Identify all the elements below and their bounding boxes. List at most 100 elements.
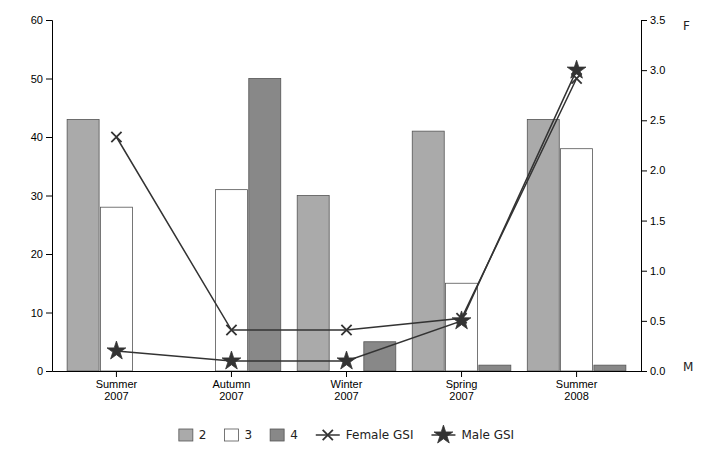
legend-swatch (224, 429, 238, 441)
chart-container: 0 10 20 30 40 50 60 0.0 0.5 1.0 1.5 2.0 2.5 3.0 3.5 Sum… (0, 0, 713, 453)
x-tick-label-line: Spring (446, 378, 478, 390)
y-tick-mark (46, 313, 52, 314)
marker (111, 132, 121, 142)
y2-tick: 2.5 (641, 114, 665, 126)
y2-axis: 0.0 0.5 1.0 1.5 2.0 2.5 3.0 3.5 (641, 14, 665, 377)
legend-item: 4 (270, 428, 298, 442)
x-tick-mark (576, 371, 577, 377)
y2-tick-mark (641, 271, 647, 272)
legend-label: Male GSI (461, 428, 514, 442)
x-tick-mark (116, 371, 117, 377)
x-tick-label-line: 2007 (104, 390, 128, 402)
x-tick: Summer2007 (96, 371, 138, 402)
bar (100, 207, 132, 371)
x-tick-label: Winter2007 (331, 378, 363, 403)
y2-tick-mark (641, 170, 647, 171)
bar-series (249, 79, 626, 372)
legend-item: Female GSI (316, 428, 414, 442)
x-tick-label: Summer2007 (96, 378, 138, 403)
x-tick-label-line: 2008 (564, 390, 588, 402)
marker (222, 351, 241, 369)
marker (226, 325, 236, 335)
y-tick-label: 40 (31, 131, 43, 143)
y2-tick-mark (641, 221, 647, 222)
y2-tick-label: 2.5 (650, 114, 665, 126)
y2-tick-label: 1.0 (650, 265, 665, 277)
x-tick-label-line: 2007 (334, 390, 358, 402)
y2-tick: 1.0 (641, 265, 665, 277)
x-tick-label: Autumn2007 (213, 378, 251, 403)
bar (249, 79, 281, 372)
legend-item: 3 (224, 428, 252, 442)
y2-tick-label: 0.0 (650, 365, 665, 377)
bar (134, 371, 166, 372)
legend-marker (323, 430, 333, 440)
bar (297, 196, 329, 372)
y-tick: 40 (31, 131, 52, 143)
y-tick-mark (46, 20, 52, 21)
y2-tick-label: 0.5 (650, 315, 665, 327)
legend-swatch (270, 429, 284, 441)
x-tick: Summer2008 (556, 371, 598, 402)
x-tick-mark (346, 371, 347, 377)
y-tick: 20 (31, 248, 52, 260)
line-series (111, 73, 581, 335)
x-tick-label: Summer2008 (556, 378, 598, 403)
x-tick-label-line: Autumn (213, 378, 251, 390)
y-tick-mark (46, 79, 52, 80)
y2-tick-label: 3.0 (650, 64, 665, 76)
y-tick-label: 60 (31, 14, 43, 26)
line (116, 79, 576, 331)
y2-tick-mark (641, 321, 647, 322)
x-tick-label-line: Summer (96, 378, 138, 390)
plot-area: 0 10 20 30 40 50 60 0.0 0.5 1.0 1.5 2.0 2.5 3.0 3.5 Sum… (31, 14, 694, 402)
x-tick-mark (231, 371, 232, 377)
marker (107, 341, 126, 359)
y-tick-label: 50 (31, 73, 43, 85)
y2-tick: 1.5 (641, 215, 665, 227)
x-tick-mark (461, 371, 462, 377)
legend-item: 2 (179, 428, 207, 442)
chart: 0 10 20 30 40 50 60 0.0 0.5 1.0 1.5 2.0 2.5 3.0 3.5 Sum… (0, 0, 713, 453)
marker (452, 311, 471, 329)
y-tick: 30 (31, 190, 52, 202)
bar (594, 365, 626, 371)
bar (527, 119, 559, 371)
y-tick: 60 (31, 14, 52, 26)
bar-series (67, 119, 559, 371)
x-tick: Autumn2007 (213, 371, 251, 402)
legend-label: 3 (244, 428, 252, 442)
bar (331, 371, 363, 372)
x-axis: Summer2007Autumn2007Winter2007Spring2007… (53, 371, 642, 402)
x-tick-label-line: 2007 (219, 390, 243, 402)
bar (479, 365, 511, 371)
y2-tick: 3.5 (641, 14, 665, 26)
y2-tick: 2.0 (641, 164, 665, 176)
line-series (107, 60, 586, 369)
legend-label: 4 (290, 428, 298, 442)
annotation: M (683, 360, 693, 374)
legend-label: Female GSI (346, 428, 414, 442)
bar (412, 131, 444, 371)
legend-marker (434, 425, 453, 443)
y-tick-mark (46, 254, 52, 255)
x-tick-label-line: Summer (556, 378, 598, 390)
y-tick: 10 (31, 307, 52, 319)
legend: 2 3 4 Female GSI Male GSI (179, 425, 514, 443)
marker (337, 351, 356, 369)
y2-tick: 3.0 (641, 64, 665, 76)
y2-tick: 0.5 (641, 315, 665, 327)
y-tick-label: 0 (37, 365, 43, 377)
y-tick-label: 30 (31, 190, 43, 202)
marker (567, 60, 586, 78)
marks (67, 60, 626, 371)
annotation: F (683, 19, 690, 33)
y2-tick-mark (641, 70, 647, 71)
y-tick-mark (46, 137, 52, 138)
annotations: FM (683, 19, 693, 374)
y-tick-mark (46, 371, 52, 372)
legend-item: Male GSI (431, 425, 514, 443)
x-tick: Winter2007 (331, 371, 363, 402)
x-tick-label-line: Winter (331, 378, 363, 390)
y-tick: 50 (31, 73, 52, 85)
